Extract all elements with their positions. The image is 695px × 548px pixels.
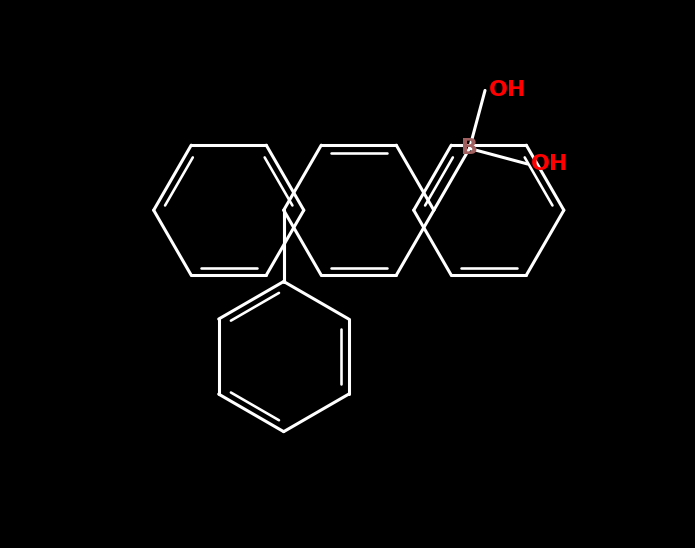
Text: OH: OH — [531, 154, 569, 174]
Text: B: B — [461, 139, 478, 158]
Text: OH: OH — [489, 81, 526, 100]
